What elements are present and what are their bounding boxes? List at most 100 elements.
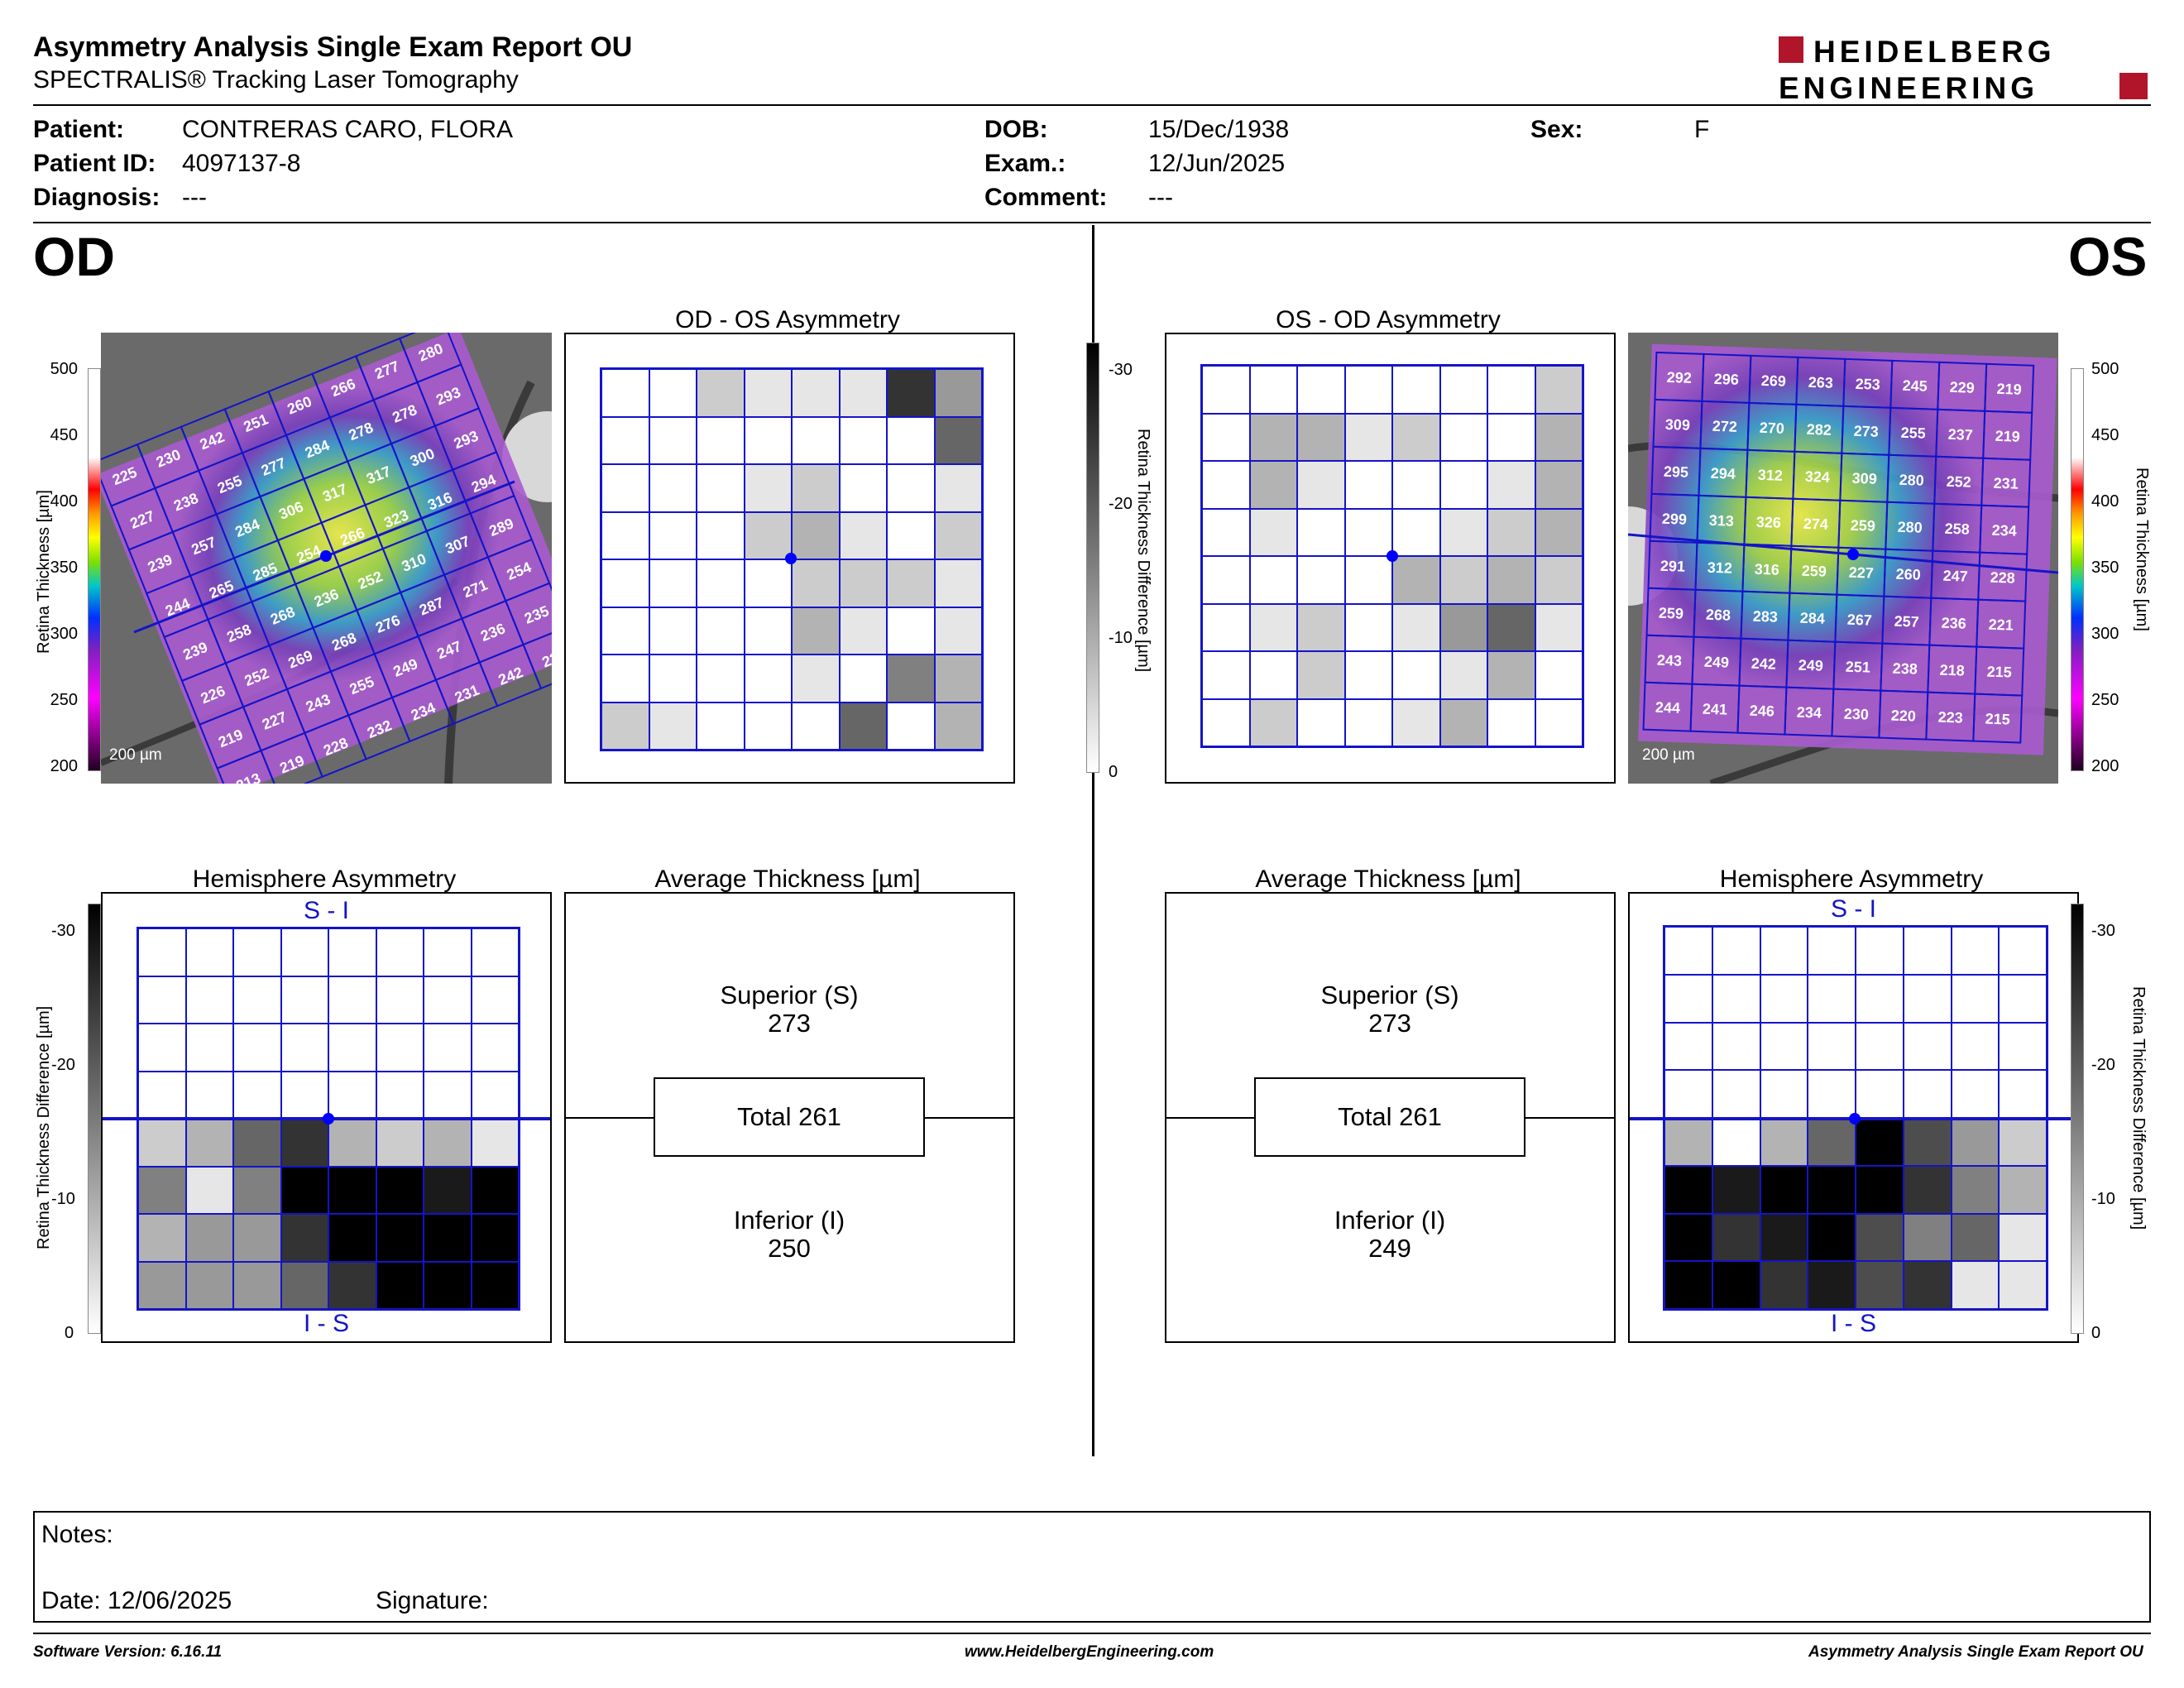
od-hemi-tick-30: -30 [51, 922, 75, 940]
grid-cell [1903, 1070, 1952, 1118]
thickness-value: 257 [189, 534, 218, 559]
thickness-value: 313 [1709, 512, 1735, 530]
thickness-value: 213 [233, 770, 262, 784]
thickness-value: 252 [1946, 473, 1971, 491]
thickness-value: 246 [1750, 703, 1775, 720]
thickness-value: 237 [539, 646, 552, 671]
logo-line2: ENGINEERING [1779, 71, 2038, 103]
thickness-value: 278 [390, 401, 419, 426]
thickness-value: 241 [1703, 701, 1728, 718]
od-hemi-center-dot [323, 1113, 334, 1125]
thickness-value: 230 [1843, 706, 1869, 723]
grid-cell [376, 928, 424, 976]
thickness-value: 306 [276, 498, 305, 523]
grid-cell [1712, 1070, 1760, 1118]
thickness-value: 234 [1991, 522, 2017, 539]
grid-cell [1487, 508, 1535, 556]
od-average-title: Average Thickness [µm] [654, 866, 921, 893]
grid-cell [1249, 651, 1297, 699]
grid-cell [1439, 366, 1487, 414]
grid-cell [1808, 1118, 1856, 1166]
grid-cell [601, 416, 649, 464]
od-os-divider [1092, 225, 1094, 1456]
od-inferior-value: 250 [768, 1234, 811, 1263]
thickness-value: 310 [400, 550, 429, 575]
thickness-value: 231 [453, 682, 481, 707]
thickness-value: 326 [1756, 514, 1782, 531]
grid-cell [601, 702, 649, 750]
grid-cell [185, 1166, 233, 1214]
grid-cell [1392, 698, 1440, 746]
thickness-value: 236 [1941, 615, 1966, 632]
center-diff-tick-0: 0 [1109, 763, 1118, 781]
grid-cell [1712, 1022, 1760, 1071]
notes-box[interactable]: Notes: Date: 12/06/2025 Signature: [33, 1511, 2151, 1623]
grid-cell [280, 1119, 328, 1167]
od-hemi-tick-20: -20 [51, 1056, 75, 1074]
thickness-value: 219 [1995, 428, 2020, 445]
grid-cell [649, 369, 697, 417]
website-link[interactable]: www.HeidelbergEngineering.com [965, 1643, 1214, 1661]
grid-cell [1392, 366, 1440, 414]
grid-cell [1951, 1118, 2000, 1166]
grid-cell [471, 928, 519, 976]
grid-cell [649, 702, 697, 750]
thickness-value: 259 [1850, 517, 1875, 535]
grid-cell [697, 464, 745, 512]
os-label: OS [2068, 226, 2148, 287]
grid-cell [1856, 1165, 1904, 1214]
grid-cell [1202, 698, 1250, 746]
od-os-asymmetry-panel [564, 333, 1015, 784]
thickness-value: 242 [496, 664, 525, 688]
grid-cell [1664, 1261, 1712, 1309]
grid-cell [1202, 508, 1250, 556]
grid-cell [1439, 556, 1487, 604]
grid-cell [233, 1119, 281, 1167]
od-hemisphere-panel: S - I I - S [101, 892, 552, 1343]
grid-cell [1202, 556, 1250, 604]
grid-cell [233, 976, 281, 1024]
grid-cell [471, 1071, 519, 1119]
grid-cell [1392, 556, 1440, 604]
grid-cell [1487, 698, 1535, 746]
thickness-value: 229 [1949, 379, 1975, 396]
thickness-value: 258 [224, 621, 253, 645]
grid-cell [601, 655, 649, 703]
grid-cell [1760, 1118, 1808, 1166]
grid-cell [601, 511, 649, 559]
od-hemi-tick-0: 0 [65, 1324, 74, 1342]
grid-cell [376, 1261, 424, 1309]
grid-cell [649, 464, 697, 512]
thickness-value: 293 [452, 428, 481, 453]
grid-cell [1487, 603, 1535, 651]
grid-cell [1487, 366, 1535, 414]
grid-cell [649, 607, 697, 655]
grid-cell [839, 511, 887, 559]
od-total-box: Total 261 [654, 1077, 925, 1157]
thickness-value: 271 [461, 576, 490, 601]
os-thickness-ticks: 500 450 400 350 300 250 200 [2091, 360, 2119, 775]
grid-cell [138, 1261, 186, 1309]
grid-cell [1760, 1070, 1808, 1118]
grid-cell [887, 369, 935, 417]
center-diff-tick-10: -10 [1109, 629, 1133, 647]
thickness-value: 249 [1704, 654, 1730, 671]
thickness-value: 227 [1848, 564, 1874, 582]
grid-cell [1999, 974, 2047, 1023]
grid-cell [376, 1119, 424, 1167]
os-superior-value: 273 [1368, 1009, 1411, 1038]
grid-cell [1535, 508, 1583, 556]
grid-cell [1297, 413, 1345, 461]
grid-cell [1856, 1261, 1904, 1309]
grid-cell [1249, 461, 1297, 509]
grid-cell [185, 976, 233, 1024]
od-asym-center-dot [785, 553, 797, 564]
grid-cell [1297, 366, 1345, 414]
grid-cell [328, 1119, 376, 1167]
grid-cell [138, 1119, 186, 1167]
grid-cell [1951, 927, 2000, 975]
grid-cell [424, 1261, 472, 1309]
thickness-value: 239 [146, 551, 175, 576]
grid-cell [1202, 603, 1250, 651]
grid-cell [1535, 651, 1583, 699]
